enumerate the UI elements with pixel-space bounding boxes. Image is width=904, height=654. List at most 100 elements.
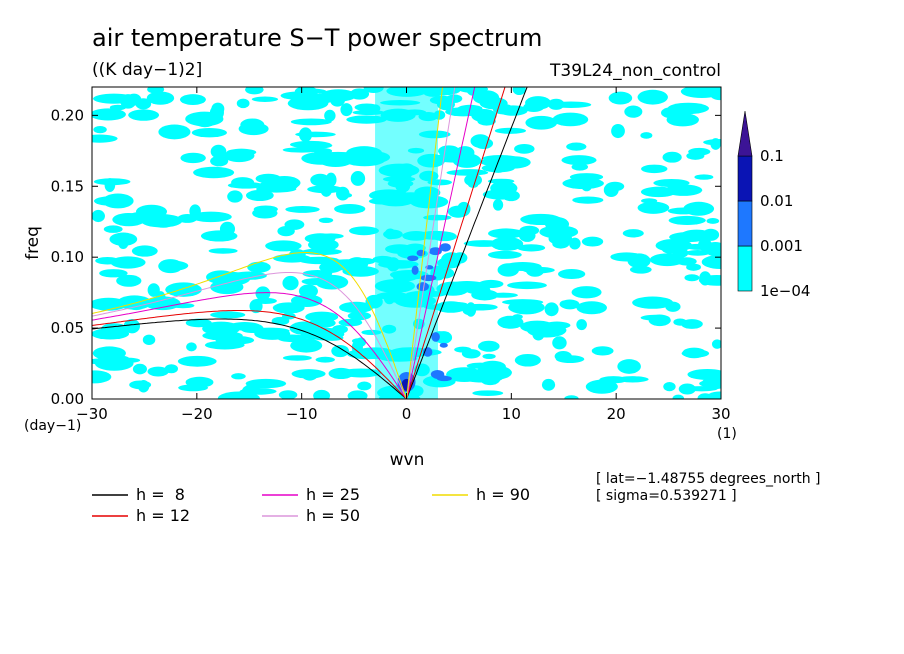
field-patch xyxy=(571,286,602,299)
field-patch xyxy=(282,355,312,361)
x-axis-label: wvn xyxy=(390,450,425,470)
field-patch xyxy=(702,228,720,241)
field-patch xyxy=(576,301,607,315)
field-patch xyxy=(482,189,520,200)
field-patch xyxy=(298,284,318,299)
field-patch xyxy=(520,320,555,333)
field-patch xyxy=(488,228,525,239)
field-patch xyxy=(498,105,528,116)
field-patch xyxy=(637,89,668,105)
field-patch xyxy=(544,302,559,317)
field-patch xyxy=(112,212,146,227)
field-patch xyxy=(514,353,541,367)
field-peak xyxy=(420,274,437,282)
y-tick-label: 0.00 xyxy=(51,390,84,408)
field-patch xyxy=(301,277,334,286)
field-patch xyxy=(711,339,721,349)
field-patch xyxy=(313,93,334,104)
y-tick-label: 0.20 xyxy=(51,106,84,124)
field-patch xyxy=(704,241,721,257)
field-patch xyxy=(302,269,333,278)
field-patch xyxy=(640,186,677,198)
field-patch xyxy=(313,389,331,399)
field-patch xyxy=(103,225,123,233)
field-patch xyxy=(624,105,643,118)
field-patch xyxy=(227,190,243,203)
field-patch xyxy=(255,173,282,184)
field-patch xyxy=(470,134,491,148)
field-peak xyxy=(407,255,419,262)
field-patch xyxy=(92,328,130,340)
field-patch xyxy=(185,318,212,328)
field-patch xyxy=(641,164,668,174)
field-patch xyxy=(236,98,250,109)
field-patch xyxy=(446,169,489,176)
field-patch xyxy=(464,173,482,187)
field-patch xyxy=(710,138,721,150)
field-patch xyxy=(617,359,641,374)
field-patch xyxy=(129,380,152,390)
field-patch xyxy=(350,171,366,186)
field-patch xyxy=(357,381,372,391)
field-patch xyxy=(477,116,496,126)
field-patch xyxy=(142,334,156,346)
field-patch xyxy=(566,142,587,151)
field-patch xyxy=(131,245,158,257)
field-patch xyxy=(219,221,236,237)
field-peak xyxy=(439,342,448,348)
field-patch xyxy=(581,236,604,247)
field-patch xyxy=(191,128,227,138)
chart-units: ((K day−1)2] xyxy=(92,60,202,80)
field-patch xyxy=(253,297,277,305)
field-patch xyxy=(331,344,350,358)
field-peak xyxy=(430,369,445,379)
field-patch xyxy=(653,178,690,188)
field-patch xyxy=(487,178,515,184)
chart-title: air temperature S−T power spectrum xyxy=(92,24,542,52)
field-patch xyxy=(672,394,685,399)
y-tick-label: 0.10 xyxy=(51,248,84,266)
field-patch xyxy=(685,250,710,256)
colorbar-segment xyxy=(737,245,753,292)
field-patch xyxy=(352,313,363,322)
field-patch xyxy=(568,237,581,250)
field-patch xyxy=(472,90,500,105)
field-patch xyxy=(627,253,651,269)
field-patch xyxy=(478,340,500,352)
field-patch xyxy=(338,192,353,198)
field-patch xyxy=(290,338,323,353)
field-patch xyxy=(92,134,118,143)
field-patch xyxy=(272,302,305,314)
field-patch xyxy=(324,109,336,122)
field-patch xyxy=(632,296,674,309)
field-patch xyxy=(576,319,587,331)
y-axis-label: freq xyxy=(23,226,43,260)
kelvin-curve xyxy=(406,87,528,399)
field-patch xyxy=(180,152,206,164)
field-patch xyxy=(110,256,146,269)
x-tick-label: −30 xyxy=(76,405,108,423)
field-patch xyxy=(678,383,696,395)
field-patch xyxy=(116,274,142,287)
field-patch xyxy=(355,337,367,347)
field-patch xyxy=(512,314,523,320)
field-patch xyxy=(466,362,494,369)
x-tick-label: 10 xyxy=(502,405,521,423)
field-patch xyxy=(193,166,235,179)
field-patch xyxy=(158,259,183,274)
field-patch xyxy=(552,112,589,127)
field-band xyxy=(375,87,438,399)
field-patch xyxy=(539,225,579,239)
field-patch xyxy=(285,205,320,213)
field-patch xyxy=(155,222,172,228)
field-patch xyxy=(102,193,134,209)
y-axis-ticks: 0.00 0.05 0.10 0.15 0.20 xyxy=(51,106,721,408)
field-patch xyxy=(564,395,579,399)
field-patch xyxy=(228,322,261,331)
sigma-annotation: [ sigma=0.539271 ] xyxy=(596,488,737,504)
field-patch xyxy=(480,158,509,167)
field-patch xyxy=(496,156,531,169)
x-tick-label: −20 xyxy=(181,405,213,423)
x-tick-label: −10 xyxy=(286,405,318,423)
